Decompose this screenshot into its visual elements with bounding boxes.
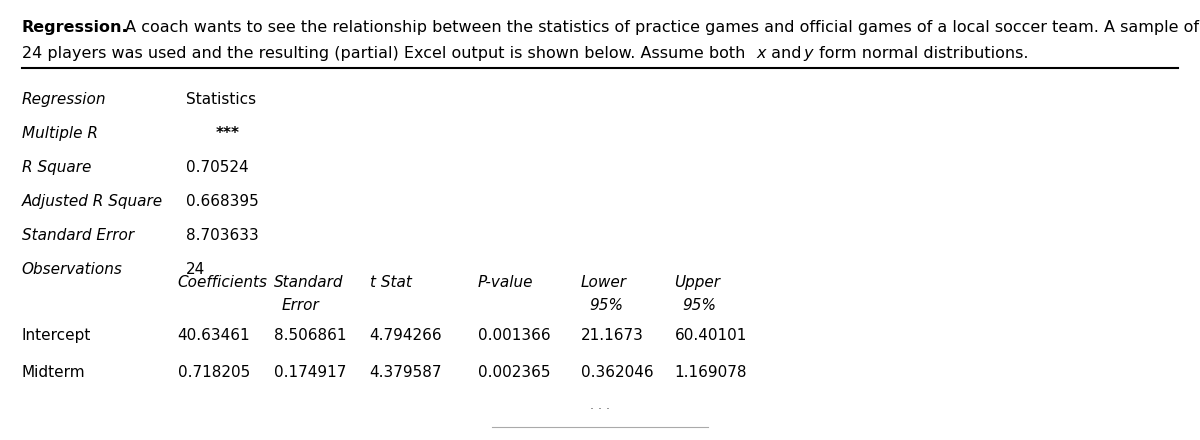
Text: A coach wants to see the relationship between the statistics of practice games a: A coach wants to see the relationship be… (120, 20, 1199, 35)
Text: t Stat: t Stat (370, 275, 412, 290)
Text: 0.668395: 0.668395 (186, 194, 259, 209)
Text: Midterm: Midterm (22, 365, 85, 380)
Text: Regression.: Regression. (22, 20, 128, 35)
Text: 0.362046: 0.362046 (581, 365, 654, 380)
Text: Statistics: Statistics (186, 92, 256, 107)
Text: form normal distributions.: form normal distributions. (814, 46, 1028, 61)
Text: 60.40101: 60.40101 (674, 328, 746, 343)
Text: 1.169078: 1.169078 (674, 365, 746, 380)
Text: Upper: Upper (674, 275, 720, 290)
Text: 4.379587: 4.379587 (370, 365, 442, 380)
Text: 95%: 95% (683, 298, 716, 313)
Text: Multiple R: Multiple R (22, 126, 97, 141)
Text: 21.1673: 21.1673 (581, 328, 643, 343)
Text: 8.506861: 8.506861 (274, 328, 346, 343)
Text: Observations: Observations (22, 262, 122, 277)
Text: 0.70524: 0.70524 (186, 160, 248, 175)
Text: R Square: R Square (22, 160, 91, 175)
Text: P-value: P-value (478, 275, 533, 290)
Text: 0.174917: 0.174917 (274, 365, 346, 380)
Text: Regression: Regression (22, 92, 106, 107)
Text: 0.001366: 0.001366 (478, 328, 551, 343)
Text: and: and (766, 46, 806, 61)
Text: Coefficients: Coefficients (178, 275, 268, 290)
Text: Standard: Standard (274, 275, 343, 290)
Text: 95%: 95% (589, 298, 623, 313)
Text: y: y (804, 46, 812, 61)
Text: Lower: Lower (581, 275, 626, 290)
Text: Intercept: Intercept (22, 328, 91, 343)
Text: 0.002365: 0.002365 (478, 365, 550, 380)
Text: 24: 24 (186, 262, 205, 277)
Text: 0.718205: 0.718205 (178, 365, 250, 380)
Text: Adjusted R Square: Adjusted R Square (22, 194, 163, 209)
Text: 24 players was used and the resulting (partial) Excel output is shown below. Ass: 24 players was used and the resulting (p… (22, 46, 750, 61)
Text: x: x (756, 46, 766, 61)
Text: 8.703633: 8.703633 (186, 228, 259, 243)
Text: · · ·: · · · (590, 403, 610, 416)
Text: 40.63461: 40.63461 (178, 328, 251, 343)
Text: ***: *** (216, 126, 240, 141)
Text: Error: Error (282, 298, 319, 313)
Text: 4.794266: 4.794266 (370, 328, 443, 343)
Text: Standard Error: Standard Error (22, 228, 133, 243)
